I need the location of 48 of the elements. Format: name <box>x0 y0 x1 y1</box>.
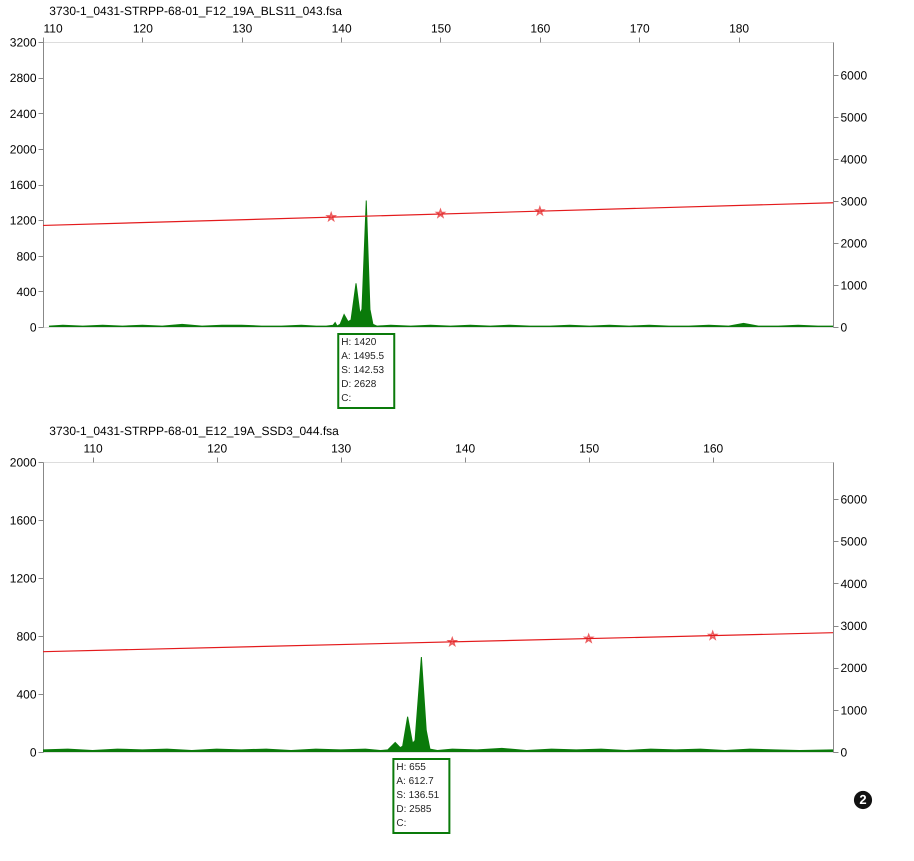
y-tick-label: 0 <box>30 320 37 334</box>
y2-tick-label: 3000 <box>840 619 868 634</box>
y-tick-label: 400 <box>16 688 37 702</box>
y-tick-label: 2000 <box>10 142 37 156</box>
y2-tick-label: 0 <box>840 320 848 334</box>
x-tick-label: 130 <box>331 442 352 456</box>
x-tick-label: 110 <box>84 442 103 456</box>
chart-title: 3730-1_0431-STRPP-68-01_F12_19A_BLS11_043.fsa <box>49 4 342 18</box>
y-tick-label: 800 <box>16 630 37 644</box>
x-tick-label: 170 <box>630 22 650 36</box>
y-tick-label: 1200 <box>10 214 37 228</box>
x-tick-label: 160 <box>530 22 551 36</box>
text: H: 655 A: 612.7 S: 136.51 D: 2585 C: <box>396 762 440 829</box>
x-tick-label: 120 <box>207 442 228 456</box>
y-tick-label: 0 <box>30 746 37 760</box>
y2-tick-label: 3000 <box>840 194 868 209</box>
x-tick-label: 110 <box>44 22 63 36</box>
y2-tick-label: 4000 <box>840 152 868 167</box>
y-tick-label: 2400 <box>10 106 37 121</box>
x-tick-label: 160 <box>703 442 724 456</box>
x-tick-label: 150 <box>579 442 600 456</box>
y2-tick-label: 4000 <box>840 576 868 591</box>
y2-tick-label: 2000 <box>840 236 868 251</box>
y2-tick-label: 5000 <box>840 110 868 125</box>
x-tick-label: 130 <box>232 22 253 36</box>
y-tick-label: 2800 <box>10 71 37 86</box>
text: H: 1420 A: 1495.5 S: 142.53 D: 2628 C: <box>341 337 385 404</box>
y-tick-label: 800 <box>16 249 37 264</box>
text: 2 <box>859 792 867 807</box>
y2-tick-label: 6000 <box>840 68 868 83</box>
y2-tick-label: 1000 <box>840 278 868 293</box>
y2-tick-label: 0 <box>840 746 848 760</box>
y-tick-label: 1600 <box>10 178 37 192</box>
x-tick-label: 140 <box>455 442 476 456</box>
chart-title: 3730-1_0431-STRPP-68-01_E12_19A_SSD3_044.fsa <box>49 424 340 438</box>
y-tick-label: 2000 <box>10 456 37 470</box>
x-tick-label: 150 <box>430 22 452 36</box>
y2-tick-label: 5000 <box>840 534 868 549</box>
y-tick-label: 1200 <box>10 572 37 586</box>
x-tick-label: 180 <box>729 22 750 36</box>
y2-tick-label: 1000 <box>840 703 868 718</box>
y-tick-label: 400 <box>16 284 37 299</box>
y-tick-label: 3200 <box>10 36 37 50</box>
y2-tick-label: 2000 <box>840 661 868 676</box>
y-tick-label: 1600 <box>10 514 37 528</box>
x-tick-label: 120 <box>132 22 154 36</box>
x-tick-label: 140 <box>332 22 352 36</box>
y2-tick-label: 6000 <box>840 492 868 507</box>
